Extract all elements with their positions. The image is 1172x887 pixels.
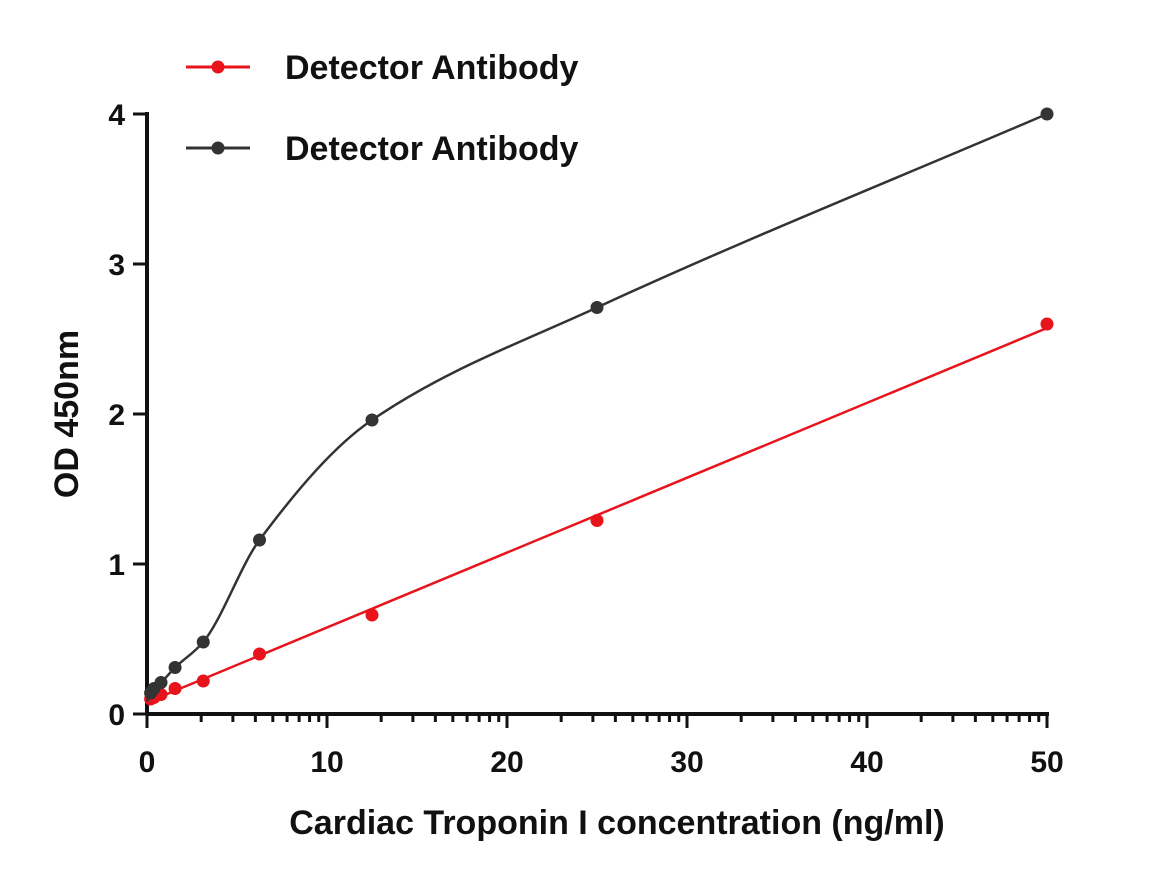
- plot-area: [144, 107, 1054, 706]
- series-1-point: [590, 514, 604, 527]
- series-2-point: [253, 533, 266, 547]
- axes: 0 10 20 30 40 50 0 1 2 3 4: [108, 99, 1063, 779]
- x-tick-label: 30: [670, 746, 703, 779]
- x-tick-label: 50: [1030, 746, 1063, 779]
- x-axis-label: Cardiac Troponin I concentration (ng/ml): [289, 804, 944, 842]
- series-1-point: [196, 674, 210, 688]
- y-tick-label: 1: [108, 549, 125, 582]
- series-1-point: [168, 682, 182, 695]
- legend-label: Detector Antibody: [285, 49, 579, 87]
- series-2-point: [365, 413, 379, 427]
- legend-swatch-marker: [211, 60, 225, 74]
- legend: Detector Antibody Detector Antibody: [186, 49, 579, 168]
- x-tick-label: 20: [490, 746, 523, 779]
- series-1-point: [1040, 317, 1054, 331]
- series-2-fit-line: [145, 112, 1048, 702]
- series-2-point: [168, 661, 182, 674]
- x-tick-label: 10: [310, 746, 343, 779]
- series-2-point: [196, 635, 210, 649]
- x-tick-label: 0: [139, 746, 156, 779]
- y-tick-label: 4: [108, 99, 125, 132]
- series-2-point: [1040, 107, 1054, 121]
- y-tick-label: 2: [108, 399, 125, 432]
- series-1-point: [253, 647, 266, 661]
- y-tick-label: 3: [108, 249, 125, 282]
- series-1-point: [365, 608, 379, 622]
- legend-swatch-marker: [211, 141, 225, 155]
- series-2-point: [154, 676, 168, 689]
- y-axis-label: OD 450nm: [48, 330, 86, 498]
- x-tick-label: 40: [850, 746, 883, 779]
- legend-label: Detector Antibody: [285, 130, 579, 168]
- series-2-point: [590, 301, 604, 314]
- y-tick-label: 0: [108, 699, 125, 732]
